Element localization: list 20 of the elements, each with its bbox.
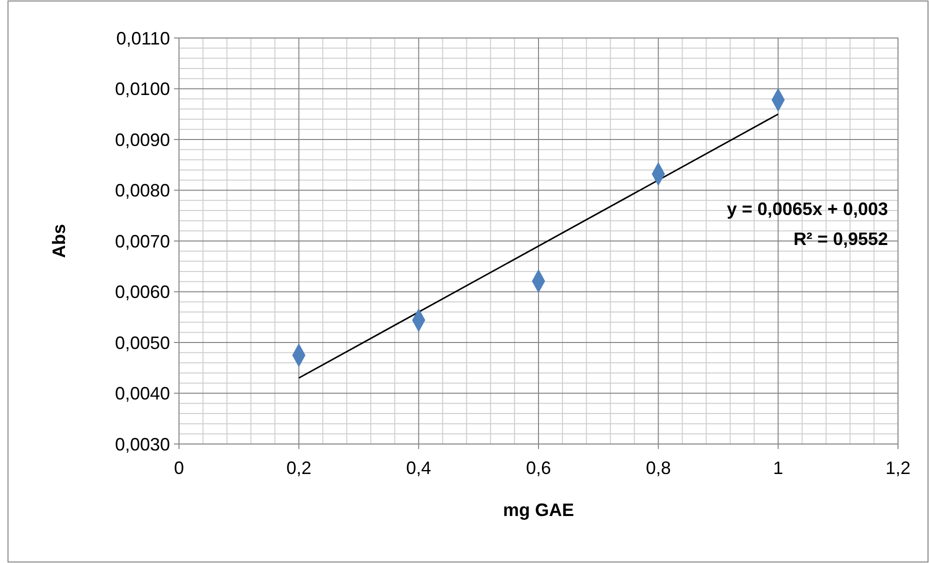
y-axis-title: Abs [49,224,69,258]
y-tick-label: 0,0070 [114,231,170,252]
y-tick-label: 0,0080 [114,180,170,201]
x-tick-label: 0,6 [526,458,552,478]
annotation: R² = 0,9552 [793,229,888,249]
x-tick-label: 0,2 [286,458,312,478]
y-tick-label: 0,0110 [116,28,170,48]
y-tick-label: 0,0090 [114,130,170,150]
x-tick-label: 1 [773,458,784,478]
y-tick-label: 0,0040 [114,384,170,404]
x-tick-label: 0,8 [646,458,671,478]
y-tick-label: 0,0060 [114,282,170,302]
x-tick-label: 0,4 [406,458,432,478]
y-tick-label: 0,0030 [114,434,170,454]
annotation: y = 0,0065x + 0,003 [726,199,888,219]
x-tick-label: 1,2 [885,458,911,478]
y-tick-label: 0,0100 [114,79,170,100]
x-tick-label: 0 [174,458,184,478]
x-axis-title: mg GAE [502,500,574,520]
y-tick-label: 0,0050 [114,332,170,353]
